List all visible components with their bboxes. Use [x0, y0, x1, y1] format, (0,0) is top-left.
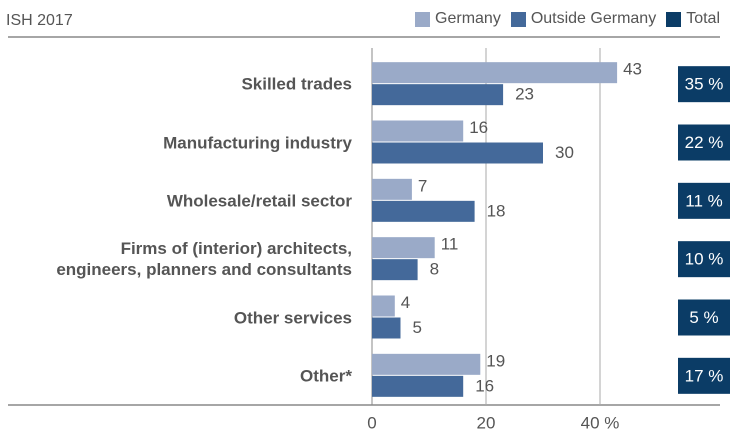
data-label: 23 [515, 85, 534, 104]
legend-item: Germany [415, 10, 501, 28]
data-label: 16 [469, 118, 488, 137]
data-label: 43 [623, 60, 642, 79]
legend-swatch [666, 11, 682, 27]
total-label: 35 % [685, 75, 724, 94]
bar [372, 62, 618, 84]
total-label: 10 % [685, 250, 724, 269]
bar [372, 353, 481, 375]
total-label: 11 % [685, 191, 723, 210]
legend-swatch [415, 11, 431, 27]
category-label: Skilled trades [241, 74, 352, 94]
data-label: 8 [430, 260, 439, 279]
bar [372, 259, 418, 281]
x-tick-label: 40 % [581, 413, 620, 432]
bar [372, 295, 395, 317]
data-label: 11 [441, 235, 459, 254]
legend-label: Outside Germany [530, 10, 657, 27]
bar [372, 375, 464, 397]
data-label: 16 [475, 376, 494, 395]
legend-item: Total [666, 10, 720, 28]
category-label: Other* [300, 366, 352, 386]
total-box [678, 124, 730, 161]
data-label: 4 [401, 293, 410, 312]
x-tick-label: 0 [367, 413, 376, 432]
total-box [678, 66, 730, 103]
data-label: 5 [413, 318, 422, 337]
category-label: Wholesale/retail sector [166, 191, 352, 211]
total-box [678, 299, 730, 336]
data-label: 19 [486, 351, 505, 370]
category-label: Other services [233, 308, 352, 327]
legend-label: Total [686, 10, 720, 27]
data-label: 7 [418, 176, 427, 195]
total-label: 22 % [685, 133, 724, 152]
bar [372, 142, 543, 164]
legend-swatch [510, 11, 526, 27]
category-label: Firms of (interior) architects, engineer… [56, 239, 352, 280]
category-label: Manufacturing industry [163, 133, 352, 152]
total-label: 17 % [685, 366, 724, 385]
total-label: 5 % [689, 308, 718, 327]
bar [372, 120, 464, 142]
chart-title: ISH 2017 [6, 12, 73, 29]
total-box [678, 357, 730, 394]
total-box [678, 241, 730, 278]
bar [372, 317, 401, 339]
total-box [678, 182, 730, 219]
x-tick-label: 20 [477, 413, 496, 432]
legend-label: Germany [435, 10, 501, 27]
legend: Germany Outside Germany Total [415, 10, 720, 28]
bar [372, 200, 475, 222]
data-label: 30 [555, 143, 574, 162]
bar [372, 237, 435, 259]
legend-item: Outside Germany [510, 10, 657, 28]
bar [372, 178, 412, 200]
bar [372, 84, 504, 106]
data-label: 18 [487, 201, 506, 220]
